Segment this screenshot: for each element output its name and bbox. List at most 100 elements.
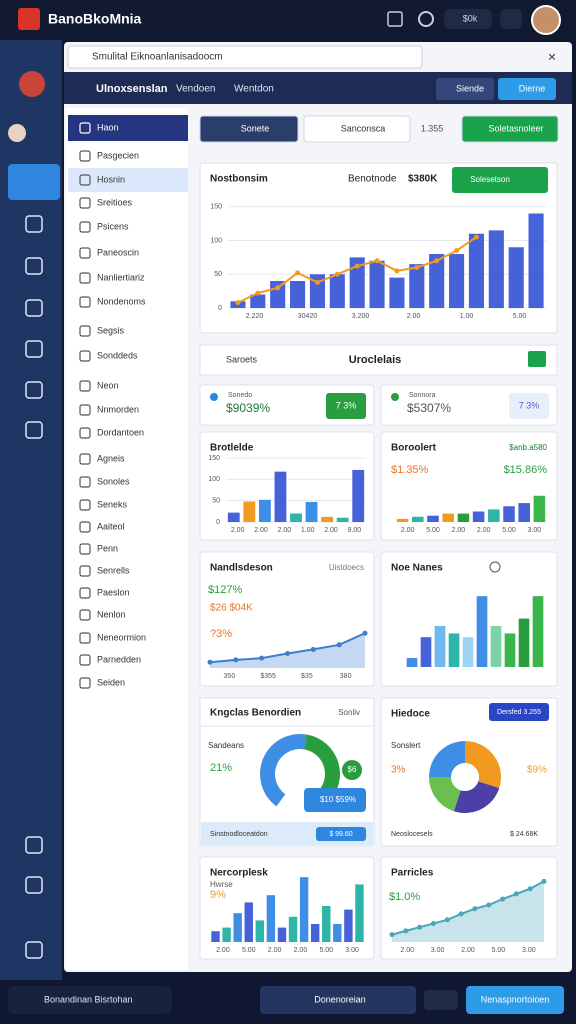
point bbox=[434, 258, 440, 264]
rail-icon[interactable] bbox=[25, 257, 43, 275]
point bbox=[403, 928, 409, 934]
menu-icon bbox=[79, 499, 91, 511]
menu-icon bbox=[79, 221, 91, 233]
bar bbox=[336, 517, 349, 522]
y-tick-label: 0 bbox=[218, 305, 222, 312]
toolbar-button[interactable] bbox=[303, 115, 411, 143]
y-tick-label: 100 bbox=[210, 237, 222, 244]
bar bbox=[429, 254, 445, 308]
bottom-pill[interactable] bbox=[8, 986, 172, 1014]
widget-option[interactable] bbox=[489, 561, 501, 573]
bottom-center-text: Donenoreian bbox=[314, 994, 366, 1004]
widget-kpi: $380K bbox=[408, 174, 438, 185]
toolbar-button[interactable] bbox=[199, 115, 299, 143]
widget-title: Nercorplesk bbox=[210, 868, 268, 879]
header-button[interactable] bbox=[498, 78, 556, 100]
menu-icon bbox=[79, 587, 91, 599]
x-tick-label: 5.00 bbox=[492, 947, 506, 954]
rail-icon[interactable] bbox=[25, 421, 43, 439]
header-tab: Wentdon bbox=[234, 84, 274, 95]
menu-icon bbox=[79, 404, 91, 416]
menu-icon bbox=[79, 380, 91, 392]
rail-icon[interactable] bbox=[25, 876, 43, 894]
bar bbox=[290, 513, 302, 522]
rail-active[interactable] bbox=[8, 164, 60, 200]
menu-item: Nondenoms bbox=[97, 296, 146, 306]
bar bbox=[472, 511, 485, 522]
rail-icon[interactable] bbox=[25, 381, 43, 399]
bar bbox=[270, 281, 286, 308]
bottom-chip[interactable] bbox=[424, 990, 458, 1010]
kpi-badge[interactable] bbox=[326, 393, 366, 419]
menu-item: Nnmorden bbox=[97, 404, 139, 414]
logo-icon bbox=[18, 8, 40, 30]
rail-icon[interactable] bbox=[25, 941, 43, 959]
bar bbox=[321, 516, 334, 522]
toolbar-button-text: Sonete bbox=[241, 123, 270, 133]
widget-button[interactable] bbox=[452, 167, 548, 193]
menu-item: Parnedden bbox=[97, 654, 141, 664]
menu-item: Paneoscin bbox=[97, 247, 139, 257]
widget-badge-text: $10 $59% bbox=[320, 795, 356, 804]
kpi-label: Sonedo bbox=[228, 392, 252, 399]
widget-button[interactable] bbox=[489, 703, 549, 721]
toolbar-button[interactable] bbox=[461, 115, 559, 143]
menu-icon bbox=[79, 543, 91, 555]
footer-value: $ 24.68K bbox=[510, 831, 538, 838]
kpi-badge[interactable] bbox=[509, 393, 549, 419]
bar bbox=[244, 902, 253, 942]
badge-text: $6 bbox=[348, 765, 357, 774]
menu-highlight[interactable] bbox=[68, 168, 188, 192]
x-tick-label: 3.00 bbox=[528, 527, 542, 534]
point bbox=[500, 896, 506, 902]
bottom-button[interactable] bbox=[466, 986, 564, 1014]
footer-chip bbox=[316, 827, 366, 841]
avatar[interactable] bbox=[531, 5, 561, 35]
badge[interactable] bbox=[444, 9, 492, 29]
rail-icon[interactable] bbox=[25, 836, 43, 854]
bar bbox=[243, 501, 256, 522]
rail-icon[interactable] bbox=[25, 215, 43, 233]
y-tick-label: 0 bbox=[216, 519, 220, 526]
settings-icon[interactable] bbox=[418, 11, 434, 27]
bar bbox=[299, 877, 309, 942]
point bbox=[527, 886, 533, 892]
menu-icon bbox=[79, 427, 91, 439]
menu-item: Psicens bbox=[97, 221, 129, 231]
x-tick-label: 2.00 bbox=[401, 527, 415, 534]
sidebar bbox=[66, 108, 188, 970]
menu-icon bbox=[79, 565, 91, 577]
widget-badge[interactable] bbox=[304, 788, 366, 812]
bar bbox=[227, 512, 240, 522]
pie-slice bbox=[429, 741, 465, 777]
bottom-center[interactable] bbox=[260, 986, 416, 1014]
bar bbox=[369, 260, 385, 308]
bar bbox=[290, 281, 306, 308]
point bbox=[394, 268, 400, 274]
search-box[interactable] bbox=[67, 45, 423, 69]
menu-active[interactable] bbox=[68, 115, 188, 141]
section-row bbox=[199, 344, 558, 376]
bar bbox=[333, 924, 342, 942]
menu-icon bbox=[79, 654, 91, 666]
notification[interactable] bbox=[500, 9, 522, 29]
widget-label: Sandeans bbox=[208, 741, 244, 750]
rail-icon[interactable] bbox=[25, 299, 43, 317]
point bbox=[285, 651, 290, 656]
menu-icon bbox=[79, 174, 91, 186]
x-tick-label: 2.00 bbox=[461, 947, 475, 954]
icon-button[interactable] bbox=[387, 11, 403, 27]
header-button[interactable] bbox=[436, 78, 494, 100]
menu-item: Dordantoen bbox=[97, 427, 144, 437]
rail-icon[interactable] bbox=[25, 340, 43, 358]
widget-value: $15.86% bbox=[504, 464, 548, 476]
section-button[interactable] bbox=[528, 351, 546, 367]
x-tick-label: 2.00 bbox=[216, 947, 230, 954]
x-tick-label: 3.00 bbox=[522, 947, 536, 954]
pie-slice bbox=[465, 741, 502, 789]
point bbox=[362, 630, 368, 636]
menu-item: Neneormion bbox=[97, 632, 146, 642]
x-tick-label: 2.00 bbox=[324, 527, 338, 534]
x-tick-label: 2.00 bbox=[400, 947, 414, 954]
